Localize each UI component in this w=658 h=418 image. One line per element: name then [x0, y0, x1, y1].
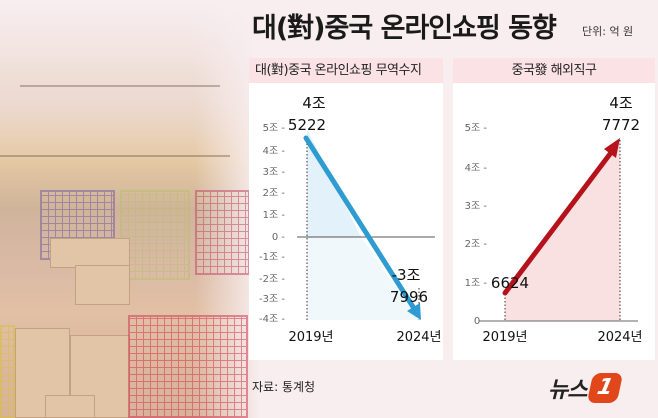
svg-text:2019년: 2019년: [482, 330, 527, 345]
panel-title: 대(對)중국 온라인쇼핑 무역수지: [249, 58, 443, 83]
svg-text:5222: 5222: [288, 116, 326, 134]
chart-trade-balance: 5조 - 4조 - 3조 - 2조 - 1조 - 0 - -1조 - -2조 -…: [259, 94, 441, 345]
svg-text:6624: 6624: [491, 274, 529, 292]
photo-box: [75, 265, 130, 305]
label-2019: 4조 5222: [288, 94, 326, 134]
svg-text:0 -: 0 -: [474, 316, 488, 327]
arrow-head: [407, 303, 421, 320]
svg-text:2024년: 2024년: [396, 330, 441, 345]
svg-text:-2조 -: -2조 -: [259, 274, 285, 285]
source-label: 자료: 통계청: [252, 380, 316, 394]
svg-text:0 -: 0 -: [272, 232, 286, 243]
photo-box: [15, 328, 70, 418]
photo-box: [50, 238, 130, 268]
area-fill-negative: [307, 237, 419, 320]
logo-text: 뉴스: [548, 378, 587, 403]
svg-text:-3조 -: -3조 -: [259, 294, 285, 305]
panel-trade-balance: 대(對)중국 온라인쇼핑 무역수지 5조 - 4조 - 3조 - 2조 - 1조…: [249, 58, 443, 360]
svg-text:2024년: 2024년: [597, 330, 642, 345]
photo-shelf: [20, 85, 220, 87]
svg-text:3조 -: 3조 -: [263, 167, 286, 178]
logo-badge: 1: [587, 373, 624, 403]
news1-logo: 뉴스 1: [548, 372, 624, 404]
panel-direct-purchase: 중국發 해외직구 5조 - 4조 - 3조 - 2조 - 1조 - 0 - 66…: [453, 58, 655, 360]
chart-direct-purchase: 5조 - 4조 - 3조 - 2조 - 1조 - 0 - 6624 4조 777…: [465, 94, 643, 345]
background-photo-warehouse: [0, 0, 260, 418]
photo-shelf: [0, 155, 230, 157]
y-ticks: 5조 - 4조 - 3조 - 2조 - 1조 - 0 -: [465, 123, 488, 327]
svg-text:-4조 -: -4조 -: [259, 314, 285, 325]
svg-text:1조 -: 1조 -: [263, 210, 286, 221]
page-title: 대(對)중국 온라인쇼핑 동향: [252, 13, 557, 44]
photo-box: [45, 395, 95, 418]
svg-text:1조 -: 1조 -: [465, 278, 488, 289]
svg-text:4조: 4조: [609, 94, 633, 112]
label-2019: 6624: [491, 274, 529, 292]
trade-balance-line: [303, 135, 418, 313]
photo-cage: [120, 190, 190, 280]
x-axis-labels: 2019년 2024년: [482, 330, 642, 345]
svg-text:2019년: 2019년: [288, 330, 333, 345]
label-2024: -3조 7996: [390, 266, 428, 306]
label-2024: 4조 7772: [602, 94, 640, 134]
svg-text:5조 -: 5조 -: [465, 123, 488, 134]
direct-purchase-line: [502, 147, 616, 296]
svg-text:7772: 7772: [602, 116, 640, 134]
arrow-head: [604, 138, 620, 158]
photo-cage: [195, 190, 250, 275]
svg-text:4조 -: 4조 -: [465, 163, 488, 174]
svg-text:2조 -: 2조 -: [263, 188, 286, 199]
svg-text:7996: 7996: [390, 288, 428, 306]
svg-text:4조 -: 4조 -: [263, 146, 286, 157]
svg-text:-3조: -3조: [392, 266, 421, 284]
area-fill: [505, 138, 620, 321]
svg-text:4조: 4조: [302, 94, 326, 112]
svg-text:2조 -: 2조 -: [465, 239, 488, 250]
photo-cage: [0, 325, 15, 418]
svg-text:5조 -: 5조 -: [263, 123, 286, 134]
svg-text:3조 -: 3조 -: [465, 201, 488, 212]
x-axis-labels: 2019년 2024년: [288, 330, 441, 345]
unit-label: 단위: 억 원: [582, 25, 634, 38]
photo-cage: [128, 315, 248, 418]
panel-title: 중국發 해외직구: [453, 58, 655, 83]
y-ticks: 5조 - 4조 - 3조 - 2조 - 1조 - 0 - -1조 - -2조 -…: [259, 123, 285, 325]
svg-text:-1조 -: -1조 -: [259, 252, 285, 263]
